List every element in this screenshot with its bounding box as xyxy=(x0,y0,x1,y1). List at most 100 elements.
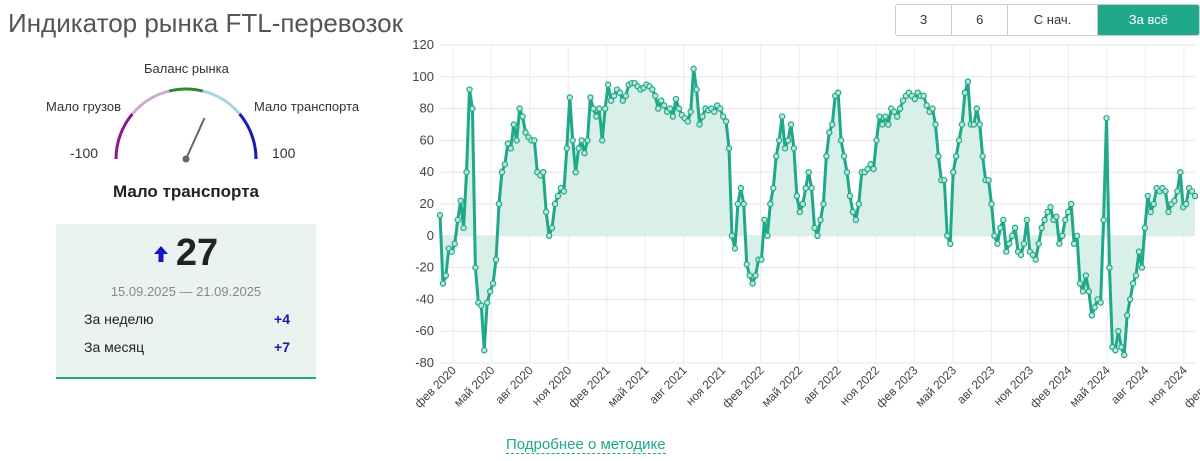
data-point xyxy=(997,224,1004,232)
data-point xyxy=(979,153,986,160)
data-point xyxy=(1076,280,1084,287)
data-point xyxy=(696,121,703,128)
data-point xyxy=(584,137,591,144)
data-point xyxy=(734,200,742,208)
data-point xyxy=(731,245,739,252)
data-point xyxy=(1182,200,1190,208)
data-point xyxy=(728,232,736,239)
data-point xyxy=(1138,264,1146,271)
data-point xyxy=(619,97,627,104)
data-point xyxy=(457,197,464,205)
data-point xyxy=(481,347,488,354)
data-point xyxy=(1053,213,1060,220)
x-tick-label: май 2024 xyxy=(1067,363,1114,410)
gauge-arc-few-cargo-light xyxy=(131,89,170,115)
data-point xyxy=(882,113,889,120)
data-point xyxy=(1073,232,1081,239)
data-point xyxy=(852,216,860,224)
data-point xyxy=(1041,216,1048,224)
y-tick-label: 60 xyxy=(420,132,434,147)
data-point xyxy=(672,95,680,103)
range-ytd-button[interactable]: С нач. года xyxy=(1008,5,1098,35)
data-point xyxy=(1059,232,1066,239)
gauge-needle xyxy=(185,117,206,160)
data-point xyxy=(973,105,980,112)
series-area xyxy=(440,68,1195,356)
data-point xyxy=(764,232,771,239)
y-tick-label: -20 xyxy=(415,260,434,275)
range-all-button[interactable]: За всё время xyxy=(1097,5,1199,35)
data-point xyxy=(531,137,538,144)
data-point xyxy=(716,105,724,112)
range-3m-button[interactable]: 3 мес xyxy=(896,5,953,35)
data-point xyxy=(864,165,871,173)
data-point xyxy=(439,280,447,287)
data-point xyxy=(563,145,571,152)
data-point xyxy=(522,129,529,136)
data-point xyxy=(890,108,898,115)
x-tick-label: фев 2020 xyxy=(412,363,460,411)
gauge-arc-few-transport-light xyxy=(202,89,241,115)
data-point xyxy=(478,302,485,309)
arrow-up-icon xyxy=(153,245,168,262)
y-tick-label: 80 xyxy=(420,101,434,116)
gauge-arc-few-transport xyxy=(238,113,258,160)
data-point xyxy=(1112,347,1119,354)
data-point xyxy=(811,224,818,232)
methodology-link[interactable]: Подробнее о методике xyxy=(506,436,666,454)
data-point xyxy=(826,129,833,136)
data-point xyxy=(1171,197,1178,205)
x-tick-label: май 2021 xyxy=(605,363,652,410)
data-point xyxy=(569,137,576,144)
data-point xyxy=(1174,188,1181,195)
data-point xyxy=(469,105,476,112)
data-point xyxy=(548,224,556,232)
y-tick-label: -40 xyxy=(415,291,434,306)
data-point xyxy=(492,256,500,263)
data-point xyxy=(1135,248,1143,255)
data-point xyxy=(1106,264,1113,271)
data-point xyxy=(1005,240,1013,247)
data-point xyxy=(542,208,550,216)
data-point xyxy=(920,92,927,100)
data-point xyxy=(483,299,491,306)
data-point xyxy=(448,248,455,255)
data-point xyxy=(752,272,759,279)
data-point xyxy=(1003,248,1010,255)
y-tick-label: -80 xyxy=(415,355,434,370)
data-point xyxy=(486,288,494,295)
stats-row-week-label: За неделю xyxy=(84,311,154,327)
data-point xyxy=(805,168,812,176)
data-point xyxy=(519,113,526,120)
data-point xyxy=(1035,240,1042,247)
data-point xyxy=(601,105,609,112)
y-tick-label: 120 xyxy=(412,37,434,52)
data-point xyxy=(604,81,612,88)
data-point xyxy=(840,153,848,160)
data-point xyxy=(622,92,630,100)
data-point xyxy=(817,216,824,224)
data-point xyxy=(1165,208,1172,216)
range-6m-button[interactable]: 6 мес xyxy=(952,5,1009,35)
data-point xyxy=(846,192,854,200)
data-point xyxy=(666,105,674,112)
x-tick-label: фев 2024 xyxy=(1027,363,1075,411)
data-point xyxy=(722,118,730,125)
data-point xyxy=(941,176,948,184)
gauge-right-label: Мало транспорта xyxy=(254,99,360,114)
data-point xyxy=(463,168,470,176)
data-point xyxy=(693,86,700,93)
data-point xyxy=(970,121,978,128)
data-point xyxy=(985,176,992,184)
data-point xyxy=(684,118,691,125)
data-point xyxy=(767,200,774,208)
data-point xyxy=(657,97,665,104)
data-point xyxy=(554,192,562,200)
data-point xyxy=(616,89,624,96)
data-point xyxy=(575,145,582,152)
data-point xyxy=(472,264,479,271)
data-point xyxy=(932,121,939,128)
y-tick-label: 100 xyxy=(412,69,434,84)
x-tick-label: май 2022 xyxy=(759,363,806,410)
data-point xyxy=(1150,200,1157,208)
